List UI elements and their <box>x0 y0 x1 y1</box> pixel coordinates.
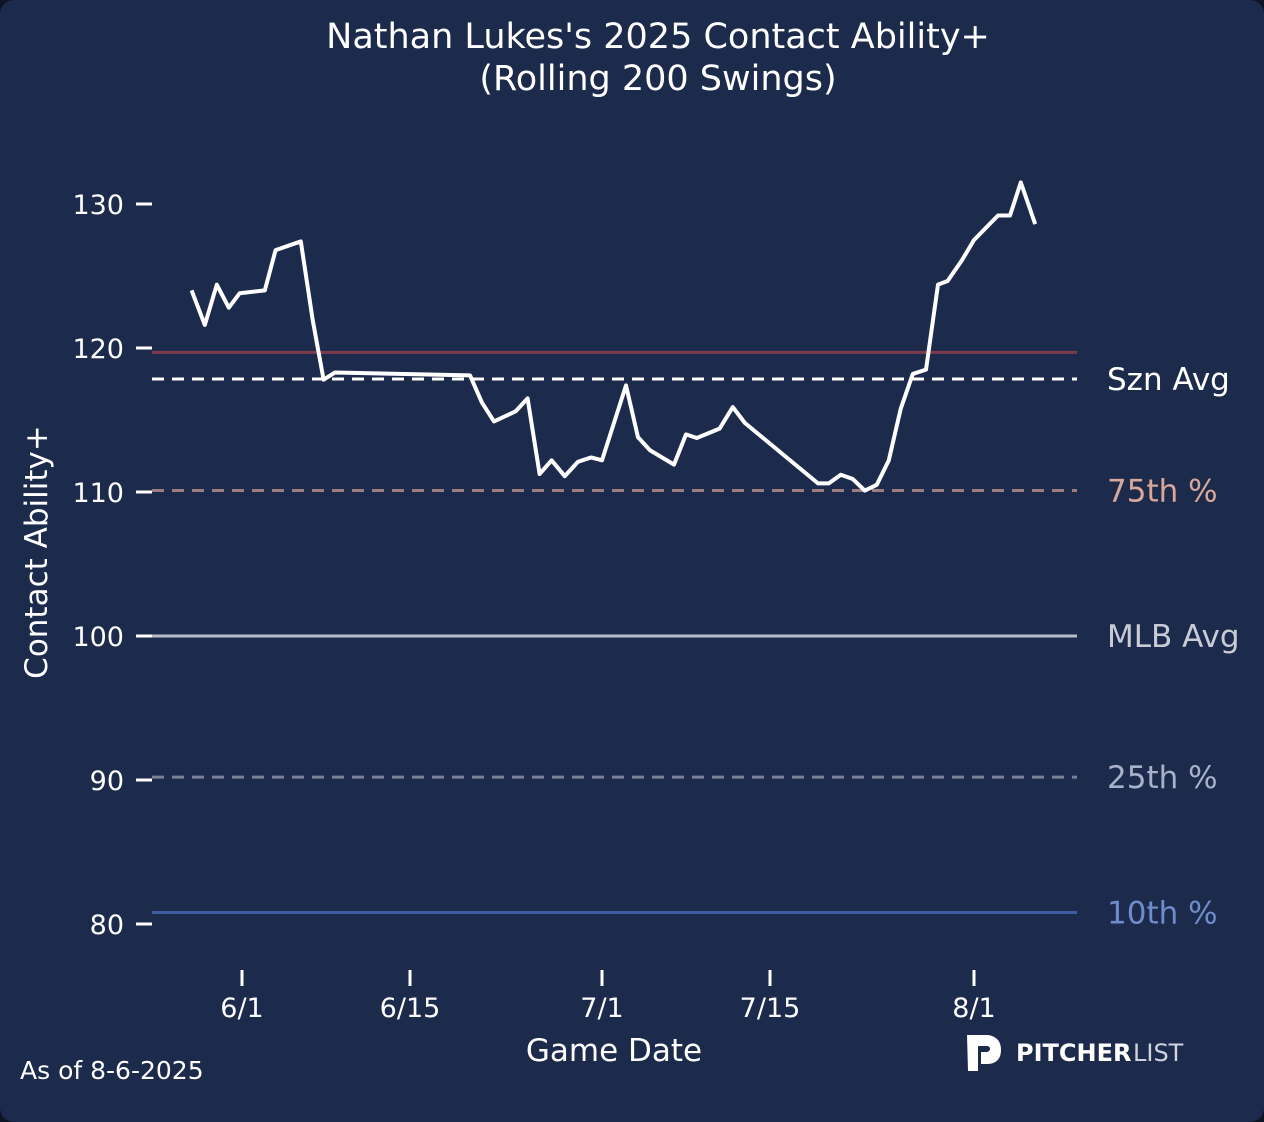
reference-label: 25th % <box>1107 760 1218 796</box>
y-axis-label: Contact Ability+ <box>19 425 55 679</box>
y-tick-label: 90 <box>90 766 124 797</box>
chart-title-line1: Nathan Lukes's 2025 Contact Ability+ <box>326 17 990 57</box>
chart-title-line2: (Rolling 200 Swings) <box>479 59 836 99</box>
brand-light: LIST <box>1133 1039 1184 1067</box>
x-tick-label: 6/15 <box>380 993 441 1024</box>
reference-label: Szn Avg <box>1107 362 1230 398</box>
series-line <box>189 180 1038 493</box>
pitcherlist-p-icon <box>967 1035 1001 1071</box>
y-tick-label: 120 <box>72 334 124 365</box>
reference-label: MLB Avg <box>1107 619 1240 655</box>
x-axis-label: Game Date <box>526 1033 702 1069</box>
x-tick-label: 6/1 <box>220 993 263 1024</box>
y-tick-label: 100 <box>72 622 124 653</box>
x-tick-label: 8/1 <box>952 993 995 1024</box>
y-tick-label: 80 <box>90 910 124 941</box>
x-tick-label: 7/1 <box>580 993 623 1024</box>
y-tick-label: 130 <box>72 190 124 221</box>
footnote-date: As of 8-6-2025 <box>20 1056 204 1085</box>
x-tick-label: 7/15 <box>740 993 801 1024</box>
reference-label: 75th % <box>1107 474 1218 510</box>
reference-label: 10th % <box>1107 895 1218 931</box>
pitcherlist-logo: PITCHER LIST <box>967 1035 1184 1071</box>
y-tick-label: 110 <box>72 478 124 509</box>
brand-bold: PITCHER <box>1016 1039 1131 1067</box>
